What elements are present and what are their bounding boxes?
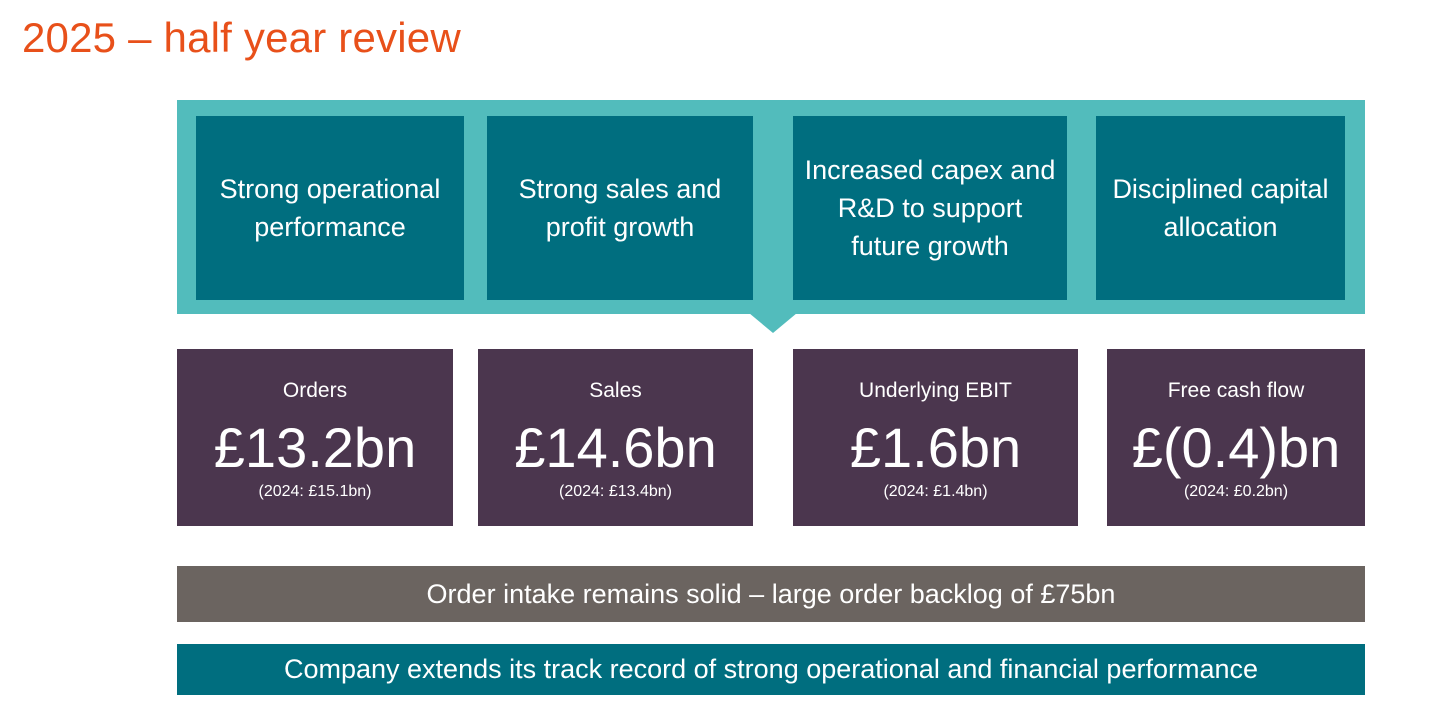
theme-box-operational: Strong operational performance [196,116,464,300]
theme-box-sales-profit: Strong sales and profit growth [487,116,753,300]
kpi-prior-year: (2024: £1.4bn) [883,483,988,500]
kpi-label: Free cash flow [1167,379,1305,402]
kpi-card-orders: Orders £13.2bn (2024: £15.1bn) [177,349,453,526]
kpi-card-free-cash-flow: Free cash flow £(0.4)bn (2024: £0.2bn) [1107,349,1365,526]
kpi-value: £14.6bn [514,416,717,479]
backlog-banner: Order intake remains solid – large order… [177,566,1365,622]
kpi-prior-year: (2024: £0.2bn) [1183,483,1289,500]
kpi-card-ebit: Underlying EBIT £1.6bn (2024: £1.4bn) [793,349,1078,526]
theme-box-capital-allocation: Disciplined capital allocation [1096,116,1345,300]
kpi-label: Sales [589,379,642,402]
kpi-value: £13.2bn [213,416,417,479]
band-pointer-arrow [749,313,797,333]
kpi-prior-year: (2024: £15.1bn) [258,483,372,500]
kpi-label: Underlying EBIT [859,379,1012,402]
track-record-banner: Company extends its track record of stro… [177,644,1365,695]
theme-box-capex-rd: Increased capex and R&D to support futur… [793,116,1067,300]
kpi-card-sales: Sales £14.6bn (2024: £13.4bn) [478,349,753,526]
kpi-label: Orders [282,379,348,402]
kpi-value: £1.6bn [849,416,1022,479]
kpi-value: £(0.4)bn [1131,416,1341,479]
page-title: 2025 – half year review [22,14,461,61]
kpi-prior-year: (2024: £13.4bn) [559,483,672,500]
